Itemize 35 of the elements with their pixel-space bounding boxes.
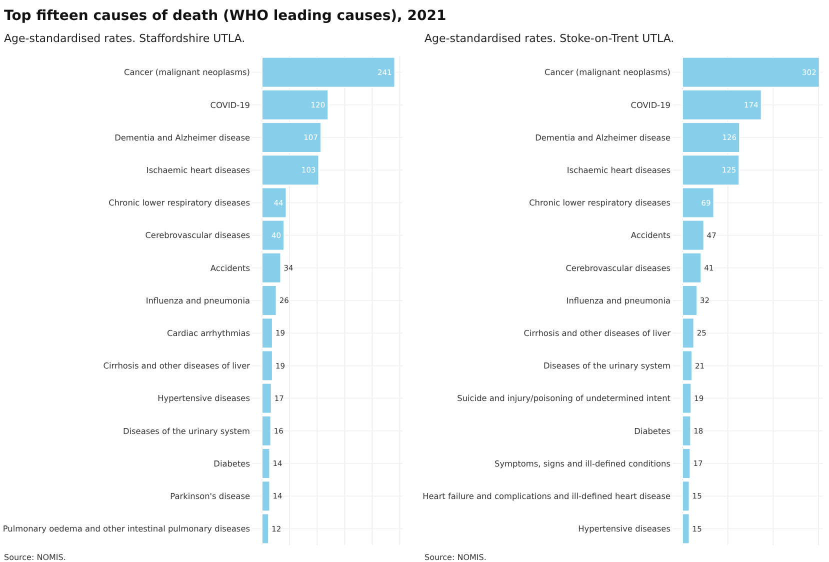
y-tick-label: Cancer (malignant neoplasms) bbox=[544, 67, 670, 78]
text: Age-standardised rates. Staffordshire UTLA. bbox=[4, 32, 246, 45]
y-tick-label: Accidents bbox=[210, 262, 250, 273]
y-tick-label: Pulmonary oedema and other intestinal pulmonary diseases bbox=[2, 524, 250, 534]
y-tick-label: Ischaemic heart diseases bbox=[146, 164, 250, 175]
y-tick-label: Cirrhosis and other diseases of liver bbox=[524, 328, 672, 338]
y-tick-label: Heart failure and complications and ill-defined heart disease bbox=[422, 490, 670, 501]
y-tick-label: Cancer (malignant neoplasms) bbox=[124, 67, 250, 78]
y-tick-label: COVID-19 bbox=[630, 100, 670, 110]
y-tick-label: Suicide and injury/poisoning of undetermined intent bbox=[457, 393, 672, 404]
y-tick-label: Hypertensive diseases bbox=[578, 524, 670, 534]
y-tick-label: Chronic lower respiratory diseases bbox=[108, 198, 250, 208]
y-tick-label: Diabetes bbox=[214, 458, 250, 468]
y-tick-label: Diseases of the urinary system bbox=[122, 426, 250, 436]
y-tick-label: Dementia and Alzheimer disease bbox=[535, 132, 670, 142]
y-tick-label: Diseases of the urinary system bbox=[543, 360, 671, 371]
chart-title: Top fifteen causes of death (WHO leading causes), 2021 bbox=[4, 8, 446, 24]
y-tick-label: Parkinson's disease bbox=[170, 490, 250, 501]
y-tick-label: Cirrhosis and other diseases of liver bbox=[103, 360, 251, 371]
y-tick-label: Symptoms, signs and ill-defined conditions bbox=[494, 458, 670, 468]
y-tick-label: Chronic lower respiratory diseases bbox=[529, 198, 670, 208]
y-tick-label: Influenza and pneumonia bbox=[566, 295, 670, 306]
source-note: Source: NOMIS. bbox=[424, 553, 486, 562]
y-tick-label: Cardiac arrhythmias bbox=[167, 328, 250, 338]
source-note: Source: NOMIS. bbox=[4, 553, 66, 562]
y-tick-label: COVID-19 bbox=[210, 100, 250, 110]
y-tick-label: Dementia and Alzheimer disease bbox=[114, 132, 250, 142]
y-tick-label: Cerebrovascular diseases bbox=[145, 230, 250, 240]
y-tick-label: Cerebrovascular diseases bbox=[566, 262, 670, 273]
y-tick-label: Accidents bbox=[630, 230, 670, 240]
text: Age-standardised rates. Stoke-on-Trent UTLA. bbox=[424, 32, 674, 45]
y-tick-label: Hypertensive diseases bbox=[158, 393, 250, 404]
y-tick-label: Diabetes bbox=[634, 426, 670, 436]
y-tick-label: Influenza and pneumonia bbox=[146, 295, 250, 306]
y-tick-label: Ischaemic heart diseases bbox=[566, 164, 670, 175]
